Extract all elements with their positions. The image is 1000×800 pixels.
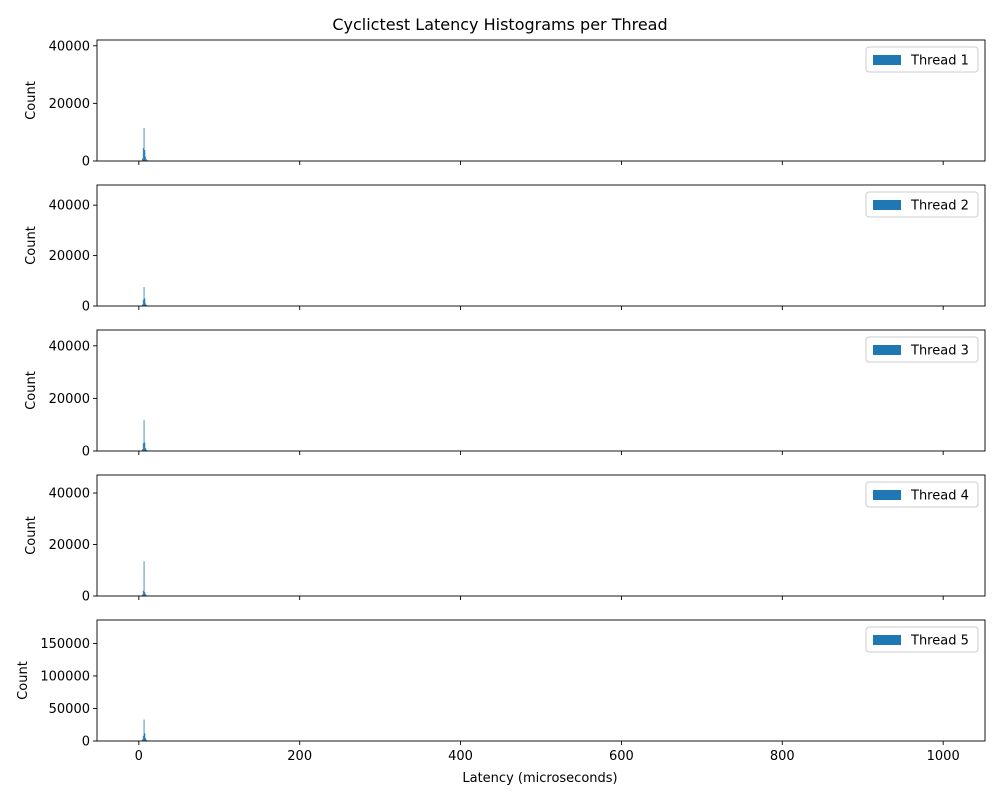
histogram-bar: [144, 298, 146, 306]
histogram-bar: [144, 150, 146, 161]
x-tick-label: 400: [448, 749, 473, 764]
legend-label: Thread 2: [910, 199, 969, 214]
axes-frame: [96, 474, 986, 597]
y-tick-label: 40000: [49, 199, 90, 214]
subplot-5: 0 50000 100000 150000 0 200 400 600 800 1000 Count…: [16, 619, 986, 764]
histogram-bar: [142, 304, 143, 306]
y-axis-label: Count: [24, 371, 39, 410]
y-tick-label: 20000: [49, 538, 90, 553]
histogram-bar: [142, 299, 144, 306]
y-tick-label: 40000: [49, 39, 90, 54]
y-tick-label: 50000: [49, 702, 90, 717]
legend-box: [865, 336, 979, 363]
subplot-2: 0 20000 40000 Count Thread 2: [24, 184, 986, 315]
legend-box: [865, 191, 979, 218]
legend-label: Thread 1: [910, 54, 969, 69]
axes-frame: [96, 619, 986, 742]
figure-title: Cyclictest Latency Histograms per Thread: [332, 15, 667, 34]
y-tick-label: 0: [82, 735, 90, 750]
histogram-bar: [144, 442, 146, 451]
histogram-bar: [143, 127, 145, 161]
histogram-bar: [144, 733, 146, 741]
y-tick-label: 20000: [49, 97, 90, 112]
subplot-4: 0 20000 40000 Count Thread 4: [24, 474, 986, 605]
legend-swatch: [873, 200, 901, 210]
subplot-3: 0 20000 40000 Count Thread 3: [24, 329, 986, 460]
legend: Thread 4: [865, 481, 979, 508]
histogram-bar: [145, 448, 147, 451]
histogram-bar: [143, 419, 145, 451]
legend-box: [865, 46, 979, 73]
y-tick-label: 0: [82, 590, 90, 605]
histogram-bar: [145, 303, 147, 306]
y-tick-label: 150000: [40, 637, 90, 652]
legend: Thread 1: [865, 46, 979, 73]
y-axis-label: Count: [24, 226, 39, 265]
histogram-bar: [144, 592, 146, 596]
y-tick-label: 40000: [49, 487, 90, 502]
subplot-1: 0 20000 40000 Count Thread 1: [24, 39, 986, 170]
histogram-bar: [145, 594, 147, 596]
x-tick-label: 800: [770, 749, 795, 764]
legend-label: Thread 5: [910, 634, 969, 649]
legend-label: Thread 3: [910, 344, 969, 359]
y-tick-label: 0: [82, 300, 90, 315]
y-tick-label: 40000: [49, 339, 90, 354]
legend-swatch: [873, 55, 901, 65]
x-tick-label: 0: [135, 749, 143, 764]
histogram-bar: [142, 594, 143, 596]
x-axis-label: Latency (microseconds): [462, 771, 617, 786]
axes-frame: [96, 39, 986, 162]
legend-swatch: [873, 345, 901, 355]
legend-label: Thread 4: [910, 489, 969, 504]
axes-frame: [96, 184, 986, 307]
legend: Thread 2: [865, 191, 979, 218]
legend-box: [865, 626, 979, 653]
histogram-bar: [145, 156, 147, 161]
histogram-bar: [142, 739, 143, 741]
x-tick-label: 600: [609, 749, 634, 764]
y-axis-label: Count: [24, 516, 39, 555]
axes-frame: [96, 329, 986, 452]
y-axis-label: Count: [16, 661, 31, 700]
histogram-bar: [146, 739, 147, 741]
histogram-bar: [142, 590, 144, 596]
histogram-bar: [143, 287, 145, 306]
legend: Thread 5: [865, 626, 979, 653]
y-tick-label: 20000: [49, 392, 90, 407]
legend-swatch: [873, 490, 901, 500]
y-tick-label: 100000: [40, 669, 90, 684]
histogram-bar: [146, 159, 147, 161]
y-axis-label: Count: [24, 81, 39, 120]
legend: Thread 3: [865, 336, 979, 363]
histogram-bar: [145, 738, 147, 741]
histogram-bar: [142, 449, 143, 451]
histogram-bar: [143, 719, 145, 741]
y-tick-label: 0: [82, 155, 90, 170]
histogram-bar: [142, 158, 143, 161]
histogram-bar: [146, 449, 147, 451]
legend-box: [865, 481, 979, 508]
legend-swatch: [873, 635, 901, 645]
histogram-bar: [142, 735, 144, 741]
x-tick-label: 1000: [927, 749, 960, 764]
histogram-bar: [142, 443, 144, 451]
histogram-bar: [146, 304, 147, 306]
y-tick-label: 0: [82, 445, 90, 460]
x-tick-label: 200: [287, 749, 312, 764]
histogram-bar: [143, 561, 145, 596]
y-tick-label: 20000: [49, 249, 90, 264]
histogram-bar: [142, 148, 144, 161]
